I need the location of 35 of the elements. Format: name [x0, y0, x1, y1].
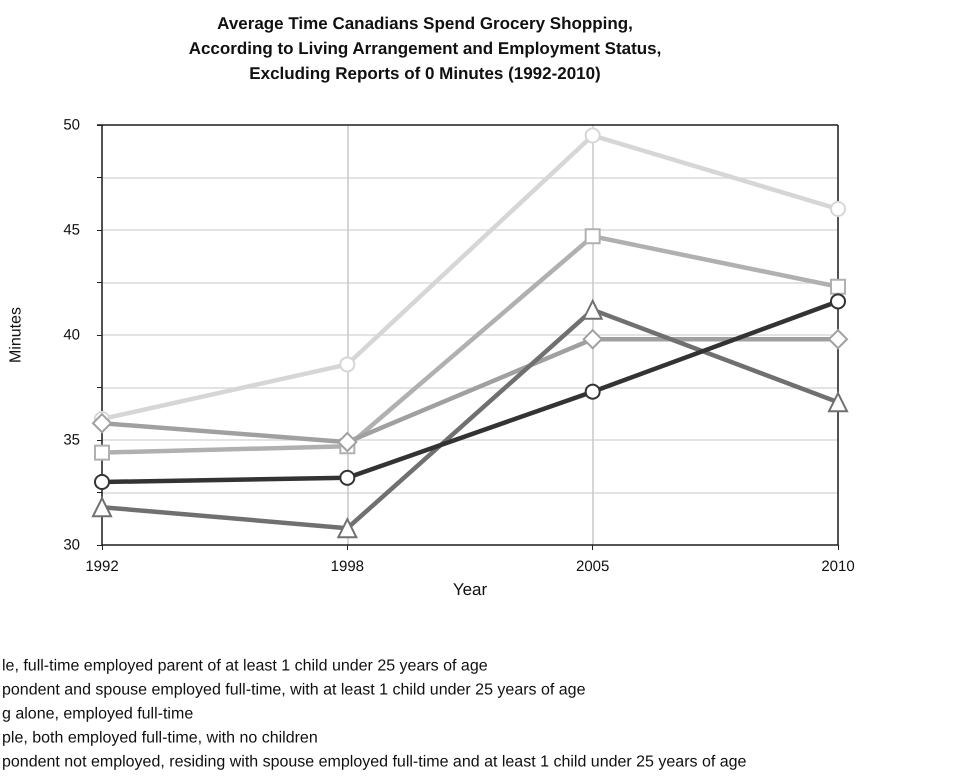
point [584, 128, 601, 144]
point [337, 518, 358, 538]
x-tick-label: 2005 [576, 558, 610, 575]
point [828, 392, 848, 412]
text: pondent not employed, residing with spouse employed full-time and at least 1 child under 25 years of age [2, 754, 747, 770]
point [582, 329, 603, 350]
point [94, 474, 110, 490]
text: le, full-time employed parent of at least 1 child under 25 years of age [2, 658, 488, 674]
x-axis-title: Year [452, 580, 488, 599]
point [830, 278, 846, 295]
point [339, 356, 356, 372]
point [830, 293, 846, 310]
point [828, 329, 848, 350]
y-tick-label: 40 [63, 326, 80, 344]
y-tick-label: 45 [63, 222, 80, 238]
point [94, 444, 110, 461]
text: ple, both employed full-time, with no children [2, 730, 318, 746]
point [582, 300, 603, 320]
text: pondent and spouse employed full-time, with at least 1 child under 25 years of age [2, 682, 586, 698]
point [584, 228, 601, 244]
y-tick-label: 50 [63, 116, 80, 134]
chart-title: Average Time Canadians Spend Grocery Shopping, According to Living Arrangement and Employment Status, Excluding Reports of 0 Minutes (1992-2010) [188, 14, 662, 83]
point [92, 497, 112, 518]
point [830, 201, 846, 217]
y-tick-label: 30 [63, 536, 80, 554]
point [337, 432, 358, 452]
x-tick-label: 1998 [330, 558, 364, 575]
y-axis-title: Minutes [8, 306, 24, 364]
text: g alone, employed full-time [2, 706, 194, 722]
x-tick-label: 2010 [821, 558, 855, 575]
point [339, 470, 356, 486]
point [92, 413, 112, 434]
point [584, 384, 601, 400]
x-tick-label: 1992 [85, 558, 119, 575]
y-tick-label: 35 [63, 432, 80, 448]
